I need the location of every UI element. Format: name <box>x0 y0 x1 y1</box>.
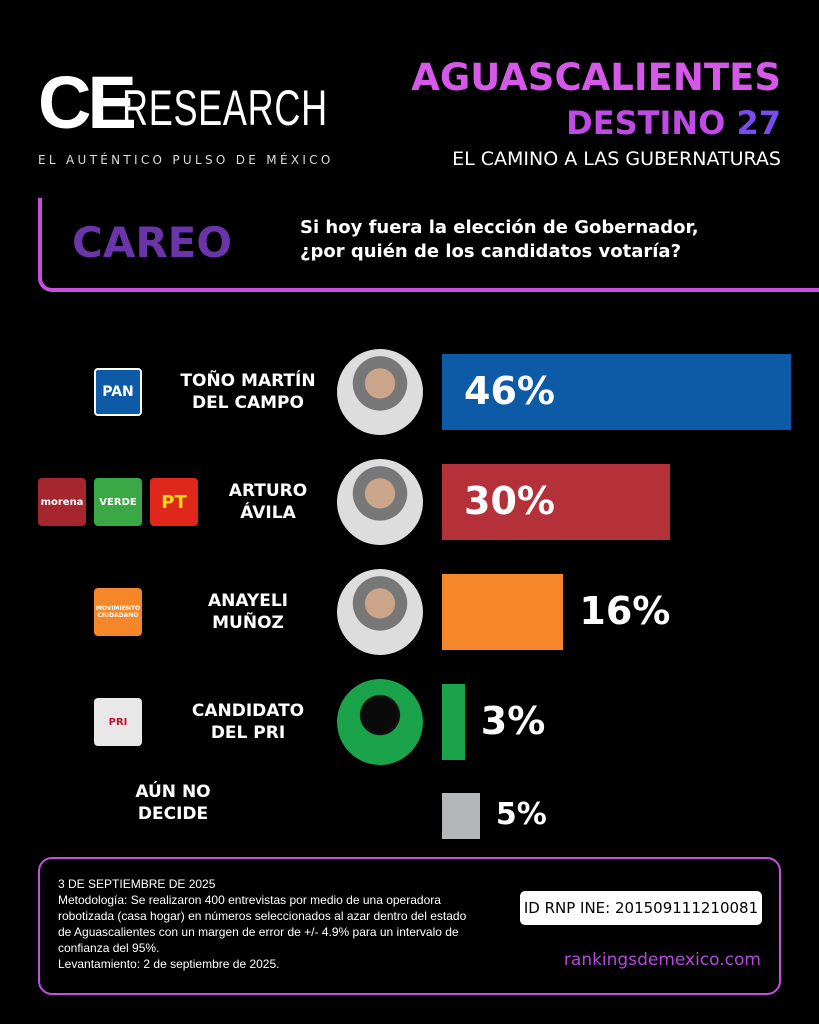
name-line2: DECIDE <box>137 804 209 824</box>
bar <box>442 464 670 540</box>
question-line2: ¿por quién de los candidatos votaría? <box>300 241 682 262</box>
footer-text: 3 DE SEPTIEMBRE DE 2025 Metodología: Se … <box>58 876 478 972</box>
value-label: 30% <box>464 479 555 523</box>
bar <box>442 793 480 839</box>
careo-frame <box>38 198 819 292</box>
question: Si hoy fuera la elección de Gobernador, ¿… <box>300 216 699 264</box>
candidate-photo <box>337 679 423 765</box>
value-label: 46% <box>464 369 555 413</box>
website-link[interactable]: rankingsdemexico.com <box>563 950 761 970</box>
candidate-name: CANDIDATO DEL PRI <box>178 700 318 744</box>
bar <box>442 354 791 430</box>
bar <box>442 684 465 760</box>
chart-row: AÚN NO DECIDE 5% <box>0 777 819 867</box>
candidate-photo <box>337 569 423 655</box>
name-line1: AÚN NO <box>135 782 211 802</box>
bar <box>442 574 564 650</box>
question-line1: Si hoy fuera la elección de Gobernador, <box>300 217 699 238</box>
logo-research: RESEARCH <box>122 80 328 136</box>
name-line2: MUÑOZ <box>212 613 284 633</box>
name-line2: DEL PRI <box>210 723 286 743</box>
name-line1: TOÑO MARTÍN <box>180 371 316 391</box>
value-label: 3% <box>480 699 546 743</box>
logo-ce: CE <box>38 61 137 144</box>
footer-methodology: Metodología: Se realizaron 400 entrevist… <box>58 893 467 955</box>
value-label: 16% <box>579 589 671 633</box>
name-line2: DEL CAMPO <box>192 393 304 413</box>
candidate-name: AÚN NO DECIDE <box>103 781 243 825</box>
chart-row: TOÑO MARTÍN DEL CAMPO PAN 46% <box>0 347 819 437</box>
tagline: EL AUTÉNTICO PULSO DE MÉXICO <box>38 153 334 167</box>
footer-date: 3 DE SEPTIEMBRE DE 2025 <box>58 877 216 891</box>
party-logo-morena: morena <box>38 478 86 526</box>
chart-row: ARTURO ÁVILA morena VERDE PT 30% <box>0 457 819 547</box>
candidate-name: ANAYELI MUÑOZ <box>178 590 318 634</box>
candidate-photo <box>337 459 423 545</box>
footer-fieldwork: Levantamiento: 2 de septiembre de 2025. <box>58 957 280 971</box>
subtitle: DESTINO 27 <box>566 104 781 142</box>
name-line2: ÁVILA <box>240 503 296 523</box>
party-logo-pt: PT <box>150 478 198 526</box>
name-line1: ARTURO <box>228 481 308 501</box>
subtitle2: EL CAMINO A LAS GUBERNATURAS <box>452 148 781 170</box>
candidate-photo <box>337 349 423 435</box>
chart-row: CANDIDATO DEL PRI PRI 3% <box>0 677 819 767</box>
chart-row: ANAYELI MUÑOZ MOVIMIENTO CIUDADANO 16% <box>0 567 819 657</box>
candidate-name: TOÑO MARTÍN DEL CAMPO <box>178 370 318 414</box>
name-line1: CANDIDATO <box>191 701 305 721</box>
candidate-name: ARTURO ÁVILA <box>198 480 338 524</box>
party-logo-verde: VERDE <box>94 478 142 526</box>
footer-box <box>38 857 781 995</box>
party-logo-movimiento-ciudadano: MOVIMIENTO CIUDADANO <box>94 588 142 636</box>
value-label: 5% <box>495 797 547 832</box>
party-logo-pri: PRI <box>94 698 142 746</box>
subtitle-word: DESTINO <box>566 104 726 142</box>
name-line1: ANAYELI <box>208 591 288 611</box>
title: AGUASCALIENTES <box>411 56 781 99</box>
careo-label: CAREO <box>72 218 233 267</box>
subtitle-number: 27 <box>736 104 781 142</box>
party-logo-pan: PAN <box>94 368 142 416</box>
rnp-badge: ID RNP INE: 201509111210081 <box>520 891 762 925</box>
